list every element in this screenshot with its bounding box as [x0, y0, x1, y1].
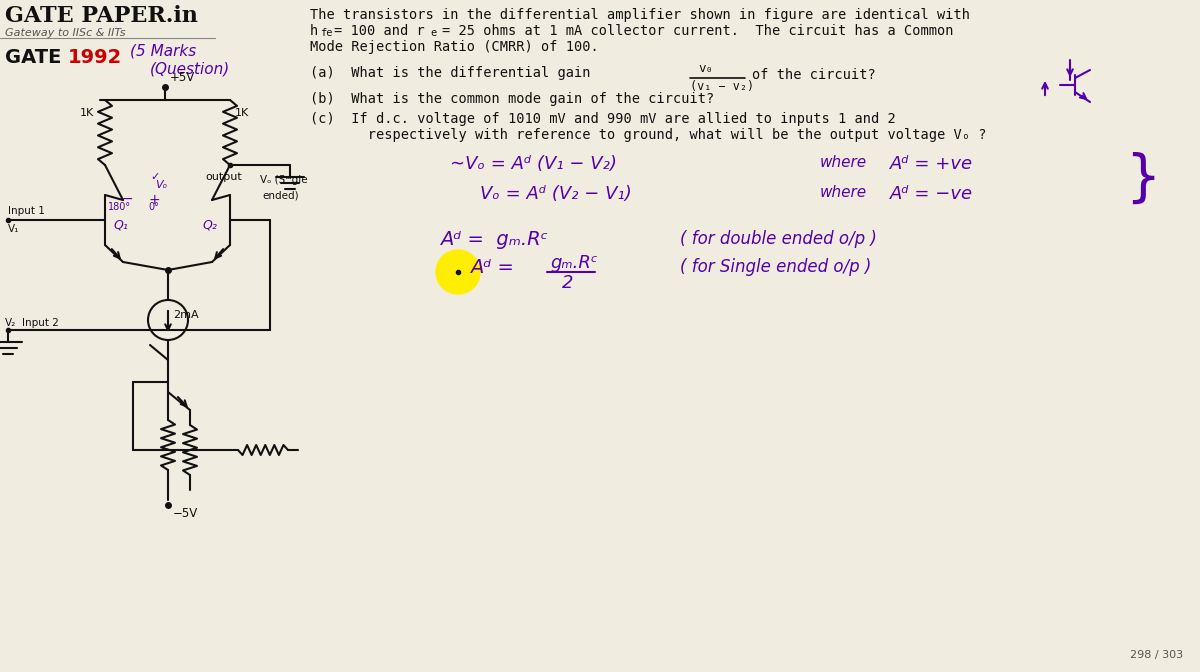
- Text: (b)  What is the common mode gain of the circuit?: (b) What is the common mode gain of the …: [310, 92, 714, 106]
- Text: ( for double ended o/p ): ( for double ended o/p ): [680, 230, 877, 248]
- Text: 1K: 1K: [80, 108, 95, 118]
- Text: 2mA: 2mA: [173, 310, 199, 320]
- Text: (a)  What is the differential gain: (a) What is the differential gain: [310, 66, 590, 80]
- Text: 1K: 1K: [235, 108, 250, 118]
- Text: h: h: [310, 24, 318, 38]
- Text: respectively with reference to ground, what will be the output voltage Vₒ ?: respectively with reference to ground, w…: [310, 128, 986, 142]
- Text: Input 2: Input 2: [22, 318, 59, 328]
- Text: +5V: +5V: [170, 71, 196, 84]
- Text: of the circuit?: of the circuit?: [752, 68, 876, 82]
- Text: = 25 ohms at 1 mA collector current.  The circuit has a Common: = 25 ohms at 1 mA collector current. The…: [442, 24, 954, 38]
- Text: (v₁ − v₂): (v₁ − v₂): [690, 80, 754, 93]
- Text: ∼Vₒ = Aᵈ (V₁ − V₂): ∼Vₒ = Aᵈ (V₁ − V₂): [450, 155, 617, 173]
- Text: Mode Rejection Ratio (CMRR) of 100.: Mode Rejection Ratio (CMRR) of 100.: [310, 40, 599, 54]
- Text: 180°: 180°: [108, 202, 131, 212]
- Text: Gateway to IISc & IITs: Gateway to IISc & IITs: [5, 28, 126, 38]
- Text: ✓: ✓: [150, 172, 160, 182]
- Text: e: e: [430, 28, 437, 38]
- Text: = 100 and r: = 100 and r: [334, 24, 425, 38]
- Text: Aᵈ =  gₘ.Rᶜ: Aᵈ = gₘ.Rᶜ: [440, 230, 548, 249]
- Text: V₁: V₁: [8, 224, 19, 234]
- Text: }: }: [1126, 152, 1160, 206]
- Text: Vₒ: Vₒ: [155, 180, 167, 190]
- Text: Q₁: Q₁: [113, 218, 128, 231]
- Text: (Question): (Question): [150, 62, 230, 77]
- Text: gₘ.Rᶜ: gₘ.Rᶜ: [550, 254, 598, 272]
- Text: fe: fe: [320, 28, 332, 38]
- Text: The transistors in the differential amplifier shown in figure are identical with: The transistors in the differential ampl…: [310, 8, 970, 22]
- Text: (c)  If d.c. voltage of 1010 mV and 990 mV are allied to inputs 1 and 2: (c) If d.c. voltage of 1010 mV and 990 m…: [310, 112, 895, 126]
- Text: Vₒ (Sᵚgle: Vₒ (Sᵚgle: [260, 175, 307, 185]
- Text: −: −: [122, 192, 133, 206]
- Text: +: +: [148, 193, 160, 207]
- Text: GATE: GATE: [5, 48, 68, 67]
- Text: ended): ended): [262, 190, 299, 200]
- Text: Aᵈ =: Aᵈ =: [470, 258, 514, 277]
- Text: 2: 2: [562, 274, 574, 292]
- Text: Vₒ = Aᵈ (V₂ − V₁): Vₒ = Aᵈ (V₂ − V₁): [480, 185, 631, 203]
- Text: where: where: [820, 185, 868, 200]
- Text: 0°: 0°: [148, 202, 158, 212]
- Text: GATE PAPER.in: GATE PAPER.in: [5, 5, 198, 27]
- Text: Input 1: Input 1: [8, 206, 44, 216]
- Text: −5V: −5V: [173, 507, 198, 520]
- Text: Aᵈ = +ve: Aᵈ = +ve: [890, 155, 973, 173]
- Text: 1992: 1992: [68, 48, 122, 67]
- Text: (5 Marks: (5 Marks: [130, 44, 197, 59]
- Text: ( for Single ended o/p ): ( for Single ended o/p ): [680, 258, 871, 276]
- Text: output: output: [205, 172, 241, 182]
- Text: v₀: v₀: [698, 62, 713, 75]
- Text: where: where: [820, 155, 868, 170]
- Text: 298 / 303: 298 / 303: [1130, 650, 1183, 660]
- Text: Aᵈ = −ve: Aᵈ = −ve: [890, 185, 973, 203]
- Text: V₂: V₂: [5, 318, 17, 328]
- Text: Q₂: Q₂: [202, 218, 217, 231]
- Circle shape: [436, 250, 480, 294]
